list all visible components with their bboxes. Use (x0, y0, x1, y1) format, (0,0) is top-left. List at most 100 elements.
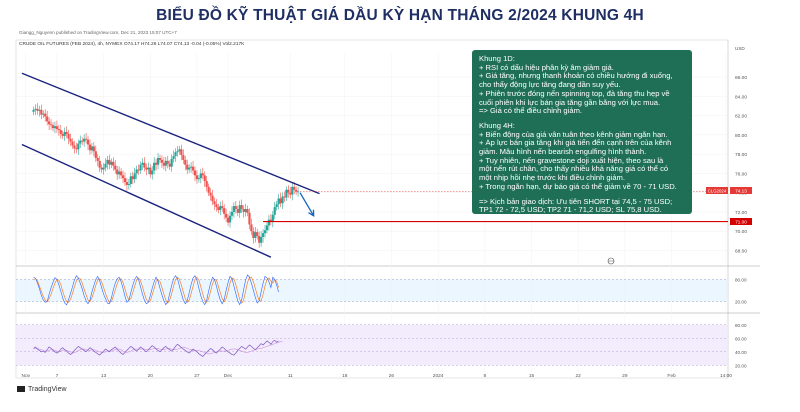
candle-body (277, 198, 280, 205)
time-tick-label: Feb (667, 373, 676, 379)
forecast-arrow-head (308, 209, 315, 217)
last-price-value: 74.13 (735, 189, 747, 194)
candle-body (273, 207, 276, 215)
candle-body (256, 232, 259, 236)
time-tick-label: 29 (622, 373, 628, 379)
candle-body (73, 145, 76, 149)
price-tick-label: 80.00 (735, 133, 747, 139)
candle-body (61, 133, 64, 136)
candle-body (154, 162, 158, 165)
candle-body (59, 130, 62, 134)
annotation-line: Khung 1D: (479, 55, 515, 63)
stochastic-tick-label: 80.00 (735, 277, 747, 282)
candle-body (186, 164, 189, 170)
candle-body (209, 192, 212, 196)
time-tick-label: 20 (148, 373, 154, 379)
candle-body (57, 129, 60, 131)
candle-body (100, 167, 103, 170)
candle-body (94, 151, 97, 158)
rsi-line (33, 339, 279, 357)
candle-body (296, 191, 300, 193)
candle-body (119, 171, 123, 176)
candle-body (90, 146, 94, 151)
channel-upper-line (21, 72, 320, 195)
author-line: Giangg_Nguyenn published on TradingView.… (19, 30, 177, 35)
candle-body (285, 189, 288, 198)
candle-body (48, 121, 51, 125)
candle-body (287, 189, 290, 193)
price-tick-label: 82.00 (735, 114, 747, 120)
candle-body (133, 173, 136, 180)
candle-body (104, 163, 107, 168)
candle-body (121, 175, 125, 179)
candle-body (184, 159, 187, 165)
page-title: BIỂU ĐỒ KỸ THUẬT GIÁ DẦU KỲ HẠN THÁNG 2/… (156, 7, 644, 24)
channel-lower-line (21, 143, 272, 258)
candle-body (42, 113, 45, 115)
tradingview-logo-text: TradingView (28, 386, 67, 393)
candle-body (32, 109, 35, 112)
target-price-value: 71.00 (735, 220, 747, 225)
candle-body (158, 157, 162, 160)
candle-body (275, 204, 278, 208)
candle-body (232, 206, 236, 212)
candle-body (201, 173, 204, 176)
candle-body (168, 163, 171, 167)
candle-body (240, 205, 243, 210)
candle-body (79, 140, 82, 144)
candle-body (236, 209, 239, 213)
candle-body (225, 213, 228, 218)
candle-body (242, 209, 245, 212)
rsi-tick-label: 20.00 (735, 363, 747, 368)
analysis-annotation: Khung 1D: + RSI có dấu hiệu phân kỳ âm gi… (472, 50, 692, 214)
annotation-line: TP1 72 - 72,5 USD; TP2 71 - 71,2 USD; SL… (479, 206, 662, 214)
candle-body (145, 167, 148, 170)
candle-body (69, 138, 72, 142)
candle-body (92, 146, 95, 152)
candle-body (244, 209, 247, 212)
candle-body (207, 186, 210, 193)
stochastic-tick-label: 20.00 (735, 300, 747, 305)
annotation-line: + Giá tăng, nhưng thanh khoản có chiều h… (479, 72, 673, 81)
candle-body (49, 124, 53, 126)
candle-body (166, 160, 169, 164)
candle-body (34, 108, 37, 110)
candle-body (283, 196, 286, 198)
rsi-ma-line (33, 341, 283, 355)
candle-body (279, 198, 282, 204)
candle-body (127, 183, 130, 185)
candle-body (162, 162, 165, 166)
candle-body (75, 148, 78, 150)
candle-body (98, 160, 101, 168)
annotation-line: một nhịp hồi nhẹ trước khi điều chỉnh gi… (479, 174, 625, 183)
candle-body (84, 138, 88, 140)
candle-body (164, 160, 167, 166)
candle-body (223, 208, 226, 214)
candle-body (258, 235, 261, 243)
candle-body (228, 215, 232, 223)
price-tick-label: 70.00 (735, 229, 747, 235)
price-tick-label: 86.00 (735, 75, 747, 81)
candle-body (65, 131, 68, 134)
annotation-line: + RSI có dấu hiệu phân kỳ âm giảm giá. (479, 63, 614, 72)
candle-body (265, 225, 269, 231)
candle-body (55, 126, 59, 130)
target-price-tag (730, 218, 752, 225)
candle-body (112, 161, 115, 166)
candle-body (156, 157, 160, 165)
candle-body (250, 224, 253, 232)
candle-body (67, 133, 70, 139)
annotation-line: => Giá có thể điều chỉnh giảm. (479, 107, 583, 116)
candle-body (135, 169, 138, 174)
candle-body (160, 159, 164, 163)
candle-body (205, 181, 208, 187)
candle-body (289, 192, 292, 195)
annotation-line: giảm. Mẫu hình nến bearish engulfing hìn… (479, 148, 647, 157)
candle-body (131, 176, 134, 180)
candle-body (106, 159, 109, 164)
candle-body (219, 206, 222, 210)
tradingview-logo: TradingView (17, 386, 67, 393)
annotation-line: + Biến động của giá vẫn tuân theo kênh g… (479, 130, 668, 139)
rsi-tick-label: 80.00 (735, 323, 747, 328)
candle-body (125, 182, 129, 185)
